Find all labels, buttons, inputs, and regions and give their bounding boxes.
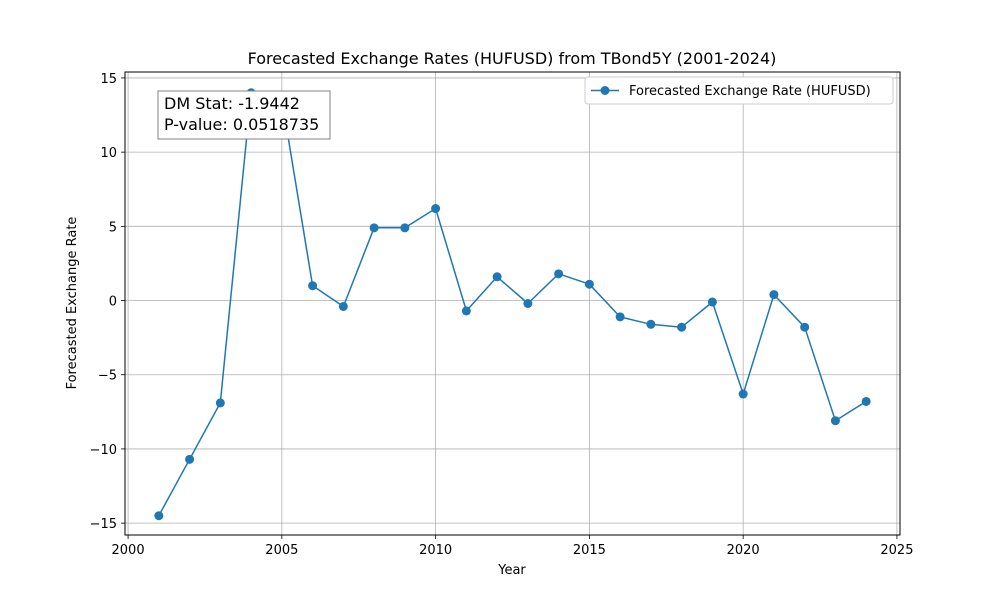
- legend: Forecasted Exchange Rate (HUFUSD): [584, 76, 894, 105]
- data-point: [431, 204, 441, 214]
- data-point: [492, 272, 502, 282]
- y-tick-label: 5: [109, 220, 117, 235]
- plot-frame: [124, 71, 901, 536]
- y-axis-label: Forecasted Exchange Rate: [65, 217, 80, 390]
- annotation-box: [157, 90, 331, 140]
- data-point: [185, 454, 195, 464]
- legend-marker-swatch: [600, 86, 610, 95]
- data-point: [369, 223, 379, 233]
- data-point: [584, 279, 594, 289]
- data-point: [400, 223, 410, 233]
- y-tick-label: −5: [98, 369, 117, 384]
- y-tick-label: −15: [90, 517, 117, 532]
- dm-stat-text: DM Stat: -1.9442: [164, 94, 300, 113]
- data-point: [461, 306, 471, 316]
- chart-title: Forecasted Exchange Rates (HUFUSD) from …: [248, 49, 777, 68]
- x-tick-label: 2020: [727, 543, 760, 558]
- dm-stat-annotation: DM Stat: -1.9442 P-value: 0.0518735: [157, 90, 331, 140]
- data-point: [646, 319, 656, 329]
- x-tick-label: 2025: [880, 543, 913, 558]
- data-point: [677, 322, 687, 332]
- data-point: [830, 416, 840, 426]
- data-point: [523, 299, 533, 308]
- grid-lines: [125, 72, 900, 535]
- legend-box: [584, 76, 894, 105]
- y-tick-label: −10: [90, 443, 117, 458]
- data-point: [554, 269, 564, 279]
- data-point: [615, 312, 625, 322]
- data-point: [308, 281, 318, 291]
- x-tick-label: 2005: [265, 543, 298, 558]
- p-value-text: P-value: 0.0518735: [164, 115, 319, 134]
- data-point: [769, 290, 779, 300]
- x-tick-label: 2010: [419, 543, 452, 558]
- data-point: [215, 398, 225, 408]
- axis-ticks: 2000 2005 2010 2015 2020 2025 −15 −10 −5 0 5 10 15: [90, 72, 914, 558]
- data-point: [707, 297, 717, 307]
- y-tick-label: 10: [100, 146, 117, 161]
- legend-label: Forecasted Exchange Rate (HUFUSD): [629, 84, 871, 99]
- x-tick-label: 2015: [573, 543, 606, 558]
- data-point: [338, 301, 348, 311]
- y-tick-label: 0: [109, 295, 117, 310]
- data-point: [861, 396, 871, 406]
- x-axis-label: Year: [497, 563, 526, 578]
- y-tick-label: 15: [100, 72, 117, 87]
- data-point: [738, 389, 748, 399]
- data-point: [800, 322, 810, 332]
- x-tick-label: 2000: [112, 543, 145, 558]
- data-point: [154, 511, 164, 521]
